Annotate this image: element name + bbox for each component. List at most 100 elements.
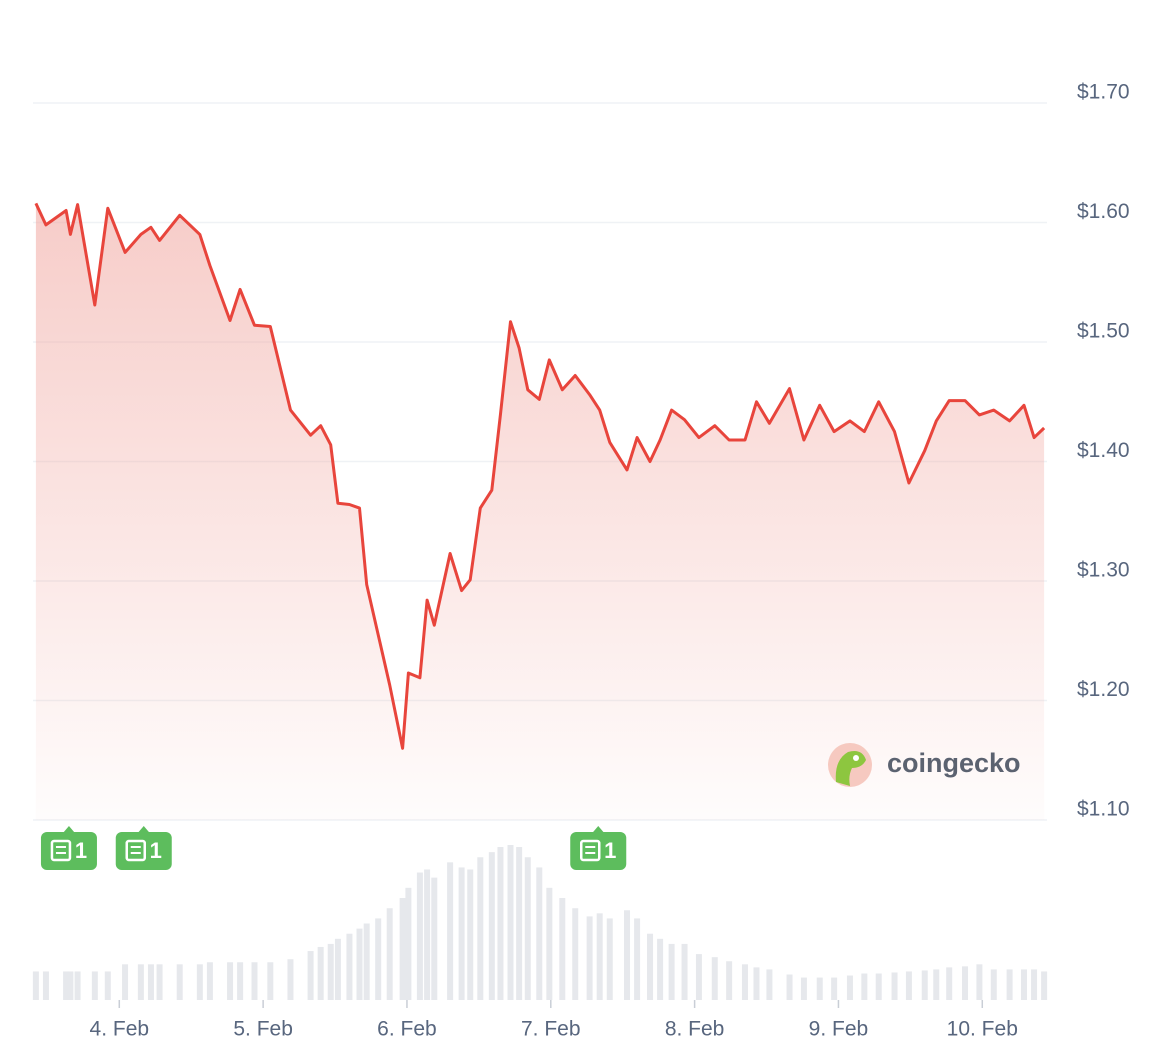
volume-bar: [946, 967, 953, 1000]
volume-bar: [1041, 971, 1048, 1000]
volume-bar: [559, 898, 566, 1000]
badge-count: 1: [75, 838, 87, 863]
volume-bar: [786, 974, 793, 1000]
volume-bar: [1031, 969, 1038, 1000]
y-tick-label: $1.30: [1077, 559, 1130, 582]
volume-bar: [375, 918, 382, 1000]
y-tick-label: $1.10: [1077, 798, 1130, 821]
volume-bar: [267, 962, 274, 1000]
volume-bar: [405, 887, 412, 1000]
volume-bar: [104, 971, 111, 1000]
volume-bar: [681, 943, 688, 1000]
volume-bar: [424, 869, 431, 1000]
volume-bar: [1006, 969, 1013, 1000]
volume-bar: [800, 977, 807, 1000]
volume-bar: [334, 938, 341, 1000]
volume-bar: [447, 862, 454, 1000]
volume-bar: [488, 852, 495, 1000]
badge-pointer: [62, 826, 75, 833]
y-tick-label: $1.60: [1077, 200, 1130, 223]
volume-bar: [753, 967, 760, 1000]
volume-bar: [356, 928, 363, 1000]
badge-icon: [50, 839, 72, 862]
volume-bar: [933, 969, 940, 1000]
volume-bar: [891, 972, 898, 1000]
volume-bar: [431, 877, 438, 1000]
news-badge[interactable]: 1: [40, 826, 97, 870]
volume-bar: [91, 971, 98, 1000]
volume-bar: [147, 964, 154, 1000]
volume-bar: [816, 977, 823, 1000]
volume-bar: [156, 964, 163, 1000]
volume-bar: [647, 933, 654, 1000]
volume-bar: [237, 962, 244, 1000]
volume-bar: [657, 938, 664, 1000]
y-tick-label: $1.40: [1077, 439, 1130, 462]
volume-bar: [905, 971, 912, 1000]
volume-bar: [831, 977, 838, 1000]
y-tick-label: $1.70: [1077, 81, 1130, 104]
volume-bar: [287, 959, 294, 1000]
volume-bar: [399, 898, 406, 1000]
volume-bar: [875, 973, 882, 1000]
volume-bar: [416, 872, 423, 1000]
badge-pointer: [592, 826, 605, 833]
y-tick-label: $1.20: [1077, 678, 1130, 701]
volume-bar: [206, 962, 213, 1000]
price-line: [34, 202, 1046, 750]
badge-icon: [125, 839, 146, 862]
volume-bar: [1020, 969, 1027, 1000]
badge-icon: [580, 839, 601, 862]
volume-bar: [516, 847, 523, 1000]
volume-bar: [766, 969, 773, 1000]
badge-pointer: [137, 826, 150, 833]
volume-bar: [32, 971, 39, 1000]
badge-count: 1: [604, 838, 616, 863]
volume-bar: [711, 957, 718, 1000]
volume-bar: [507, 845, 514, 1000]
volume-bar: [497, 847, 504, 1000]
volume-bar: [467, 869, 474, 1000]
volume-bar: [861, 973, 868, 1000]
volume-bar: [227, 962, 234, 1000]
volume-bar: [42, 971, 49, 1000]
x-tick-label: 5. Feb: [233, 1018, 293, 1041]
volume-bar: [346, 933, 353, 1000]
volume-bar: [67, 971, 74, 1000]
volume-bar: [196, 964, 203, 1000]
volume-bar: [74, 971, 81, 1000]
volume-bar: [458, 867, 465, 1000]
volume-bar: [976, 964, 983, 1000]
volume-bar: [122, 964, 129, 1000]
volume-bar: [596, 913, 603, 1000]
x-tick-label: 6. Feb: [377, 1018, 437, 1041]
news-badge[interactable]: 1: [570, 826, 627, 870]
volume-bar: [307, 951, 314, 1000]
watermark: coingecko: [828, 743, 1021, 787]
x-tick-label: 4. Feb: [90, 1018, 150, 1041]
logo-gecko: [835, 751, 866, 786]
price-area: [35, 203, 1045, 820]
volume-bar: [741, 964, 748, 1000]
volume-bar: [363, 923, 370, 1000]
volume-bar: [536, 867, 543, 1000]
volume-bar: [726, 961, 733, 1000]
volume-bar: [524, 857, 531, 1000]
volume-bar: [962, 966, 969, 1000]
volume-bar: [990, 969, 997, 1000]
watermark-text: coingecko: [887, 748, 1021, 778]
volume-bar: [317, 946, 324, 1000]
volume-bar: [846, 975, 853, 1000]
x-tick-label: 8. Feb: [665, 1018, 725, 1041]
volume-bar: [137, 964, 144, 1000]
volume-bar: [624, 910, 631, 1000]
volume-bar: [477, 857, 484, 1000]
badge-count: 1: [150, 838, 162, 863]
volume-bar: [251, 962, 258, 1000]
volume-bar: [695, 954, 702, 1000]
volume-bar: [634, 918, 641, 1000]
volume-bar: [668, 943, 675, 1000]
x-tick-label: 9. Feb: [809, 1018, 869, 1041]
news-badge[interactable]: 1: [115, 826, 172, 870]
